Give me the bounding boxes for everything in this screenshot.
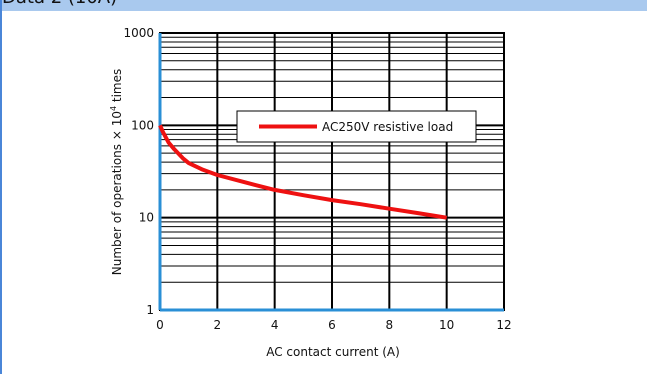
left-border [0,0,2,374]
x-axis-title: AC contact current (A) [266,345,400,359]
x-tick-label: 4 [271,318,279,332]
y-axis-title-exponent: 4 [109,106,118,111]
x-tick-label: 6 [328,318,336,332]
y-axis-title-main: Number of operations × 10 [110,111,124,275]
y-axis-title-suffix: times [110,69,124,106]
y-tick-label: 100 [131,118,154,132]
figure-title: Data 2 (10A) [2,0,117,9]
series-layer [158,124,448,220]
x-tick-label: 12 [496,318,511,332]
axis-layer [158,33,504,312]
x-tick-label: 10 [439,318,454,332]
x-tick-label: 0 [156,318,164,332]
y-axis-title: Number of operations × 104 times [109,69,124,276]
legend: AC250V resistive load [236,110,477,143]
tick-label-layer: 0 2 4 6 8 10 12 1 10 100 1000 [123,26,511,332]
y-tick-label: 1000 [123,26,154,40]
figure-header-bar: Data 2 (10A) [0,0,647,11]
y-tick-label: 10 [139,211,154,225]
legend-label: AC250V resistive load [322,120,453,134]
y-tick-label: 1 [146,303,154,317]
x-tick-label: 8 [386,318,394,332]
x-tick-label: 2 [214,318,222,332]
series-line [158,124,448,220]
